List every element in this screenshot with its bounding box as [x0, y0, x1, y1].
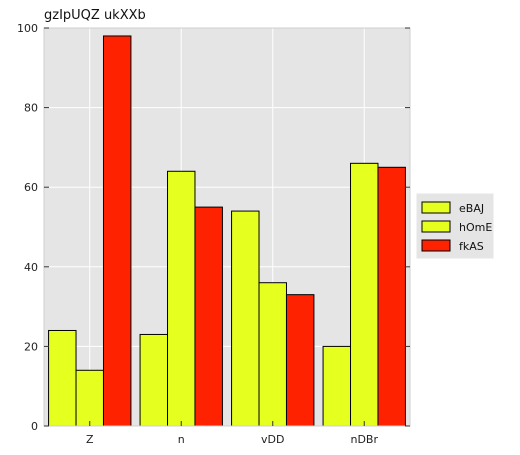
y-axis: 0 20 40 60 80 100: [17, 22, 410, 433]
legend: eBAJ hOmE fkAS: [416, 193, 494, 259]
y-tick-label: 60: [24, 181, 38, 194]
x-tick-label: nDBr: [350, 433, 378, 446]
legend-swatch-fkAS: [421, 239, 451, 252]
bar-fkAS-nDBr: [377, 166, 406, 427]
bar-hOmE-vDD: [258, 282, 287, 427]
legend-label-eBAJ: eBAJ: [459, 202, 484, 215]
bar-fkAS-n: [194, 206, 223, 427]
bar-fkAS-Z: [102, 35, 132, 427]
y-tick-label: 0: [31, 420, 38, 433]
legend-label-hOmE: hOmE: [459, 221, 492, 234]
x-tick-label: n: [178, 433, 185, 446]
chart-title: gzIpUQZ ukXXb: [44, 8, 146, 23]
bar-hOmE-nDBr: [350, 162, 379, 427]
x-tick-label: vDD: [261, 433, 284, 446]
legend-swatch-hOmE: [421, 220, 451, 233]
y-tick-label: 40: [24, 261, 38, 274]
bar-eBAJ-n: [139, 333, 169, 427]
y-tick-label: 100: [17, 22, 38, 35]
bar-eBAJ-Z: [48, 329, 77, 427]
x-tick-label: Z: [86, 433, 94, 446]
legend-swatch-eBAJ: [421, 201, 451, 214]
bar-eBAJ-vDD: [231, 210, 260, 427]
bar-hOmE-n: [167, 170, 196, 427]
y-tick-label: 80: [24, 102, 38, 115]
bar-fkAS-vDD: [285, 294, 315, 427]
bar-hOmE-Z: [75, 369, 104, 427]
bars: [48, 35, 406, 427]
plot-frame: [43, 27, 411, 427]
legend-label-fkAS: fkAS: [459, 240, 484, 253]
y-tick-label: 20: [24, 340, 38, 353]
bar-eBAJ-nDBr: [322, 345, 352, 427]
